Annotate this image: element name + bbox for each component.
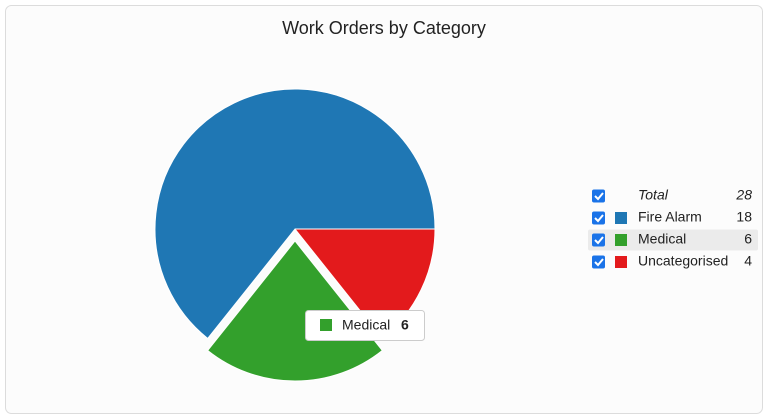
checkmark[interactable] [594,214,604,223]
tooltip-label: Medical [342,317,390,333]
tooltip-swatch [320,319,332,331]
legend-swatch [615,212,627,224]
legend-value: 28 [735,187,752,203]
checkbox[interactable] [592,189,605,203]
pie-slice[interactable] [154,88,436,340]
tooltip: Medical 6 [305,310,425,341]
legend-label: Uncategorised [638,253,728,269]
checkmark[interactable] [594,258,604,267]
legend-label: Medical [638,231,686,247]
checkbox[interactable] [592,233,605,247]
tooltip-value: 6 [401,317,409,333]
checkmark[interactable] [594,236,604,245]
legend-label: Fire Alarm [638,209,702,225]
checkbox[interactable] [592,211,605,225]
legend-row-highlight [588,229,758,251]
tooltip-box [305,310,425,341]
legend-value: 18 [736,209,752,225]
chart-title: Work Orders by Category [282,18,486,38]
legend-swatch [615,234,627,246]
legend-label: Total [638,187,669,203]
legend-value: 4 [744,253,752,269]
checkbox[interactable] [592,255,605,269]
legend: Total 28 Fire Alarm 18 Medical 6 Uncategorised… [588,187,758,269]
pie-slice[interactable] [207,240,383,382]
legend-value: 6 [744,231,752,247]
legend-swatch [615,256,627,268]
checkmark[interactable] [594,192,604,201]
